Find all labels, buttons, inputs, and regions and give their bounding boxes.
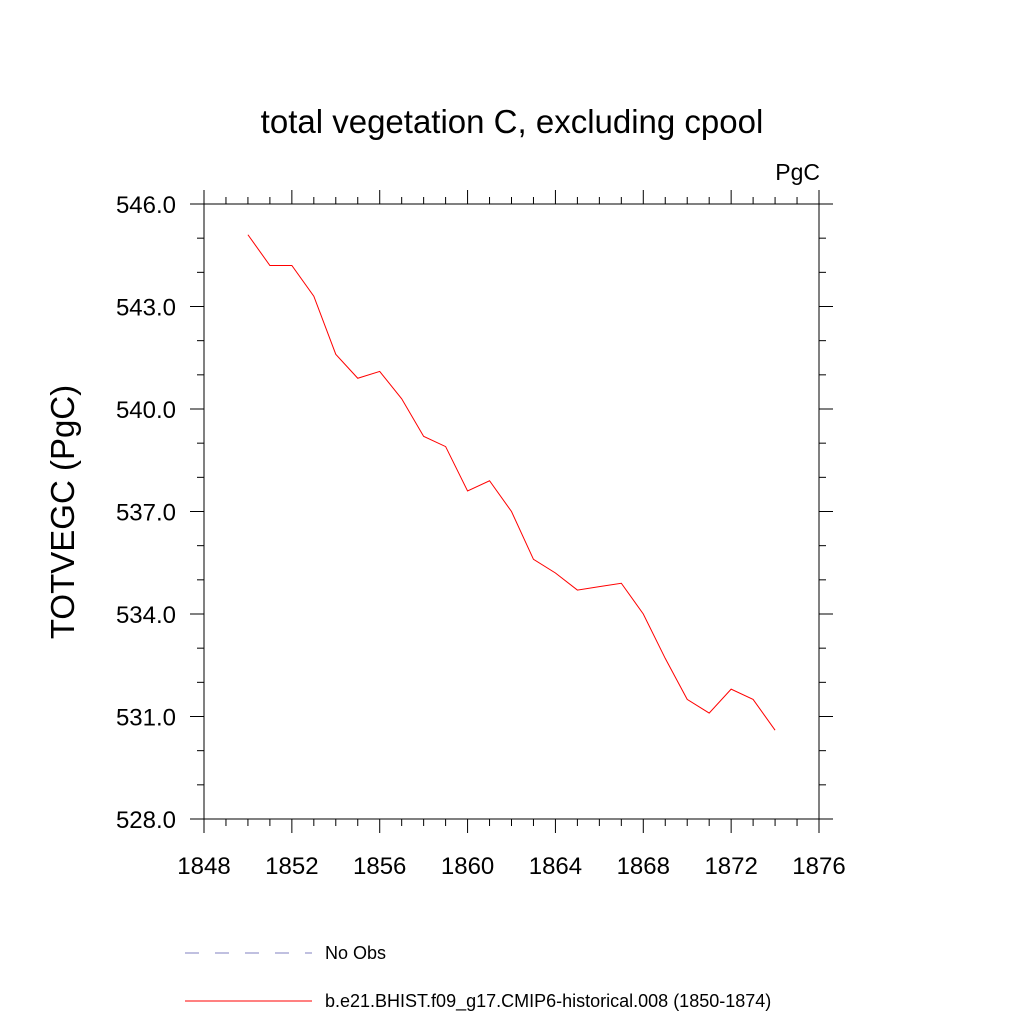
chart-title: total vegetation C, excluding cpool (261, 103, 764, 140)
y-tick-label: 531.0 (116, 705, 176, 732)
legend: No Obs b.e21.BHIST.f09_g17.CMIP6-historic… (185, 943, 771, 1012)
legend-label: No Obs (325, 943, 386, 963)
y-axis-label: TOTVEGC (PgC) (44, 385, 81, 639)
x-tick-label: 1848 (177, 853, 230, 880)
y-axis-ticks (190, 203, 833, 820)
legend-label: b.e21.BHIST.f09_g17.CMIP6-historical.008… (325, 991, 771, 1012)
y-tick-label: 537.0 (116, 500, 176, 527)
x-tick-label: 1876 (792, 853, 845, 880)
x-tick-label: 1868 (617, 853, 670, 880)
x-tick-label: 1872 (704, 853, 757, 880)
x-tick-label: 1864 (529, 853, 582, 880)
y-tick-label: 540.0 (116, 397, 176, 424)
plot-frame (203, 203, 820, 820)
x-axis-tick-labels: 1848 1852 1856 1860 1864 1868 1872 1876 (177, 853, 845, 880)
y-tick-label: 534.0 (116, 602, 176, 629)
x-tick-label: 1860 (441, 853, 494, 880)
units-label: PgC (775, 159, 820, 185)
y-tick-label: 528.0 (116, 807, 176, 834)
y-axis-tick-labels: 528.0 531.0 534.0 537.0 540.0 543.0 546.0 (116, 192, 176, 834)
y-tick-label: 546.0 (116, 192, 176, 219)
series-line (247, 234, 776, 731)
y-tick-label: 543.0 (116, 295, 176, 322)
series-layer (247, 234, 776, 731)
x-tick-label: 1856 (353, 853, 406, 880)
x-axis-ticks (203, 190, 820, 833)
x-tick-label: 1852 (265, 853, 318, 880)
